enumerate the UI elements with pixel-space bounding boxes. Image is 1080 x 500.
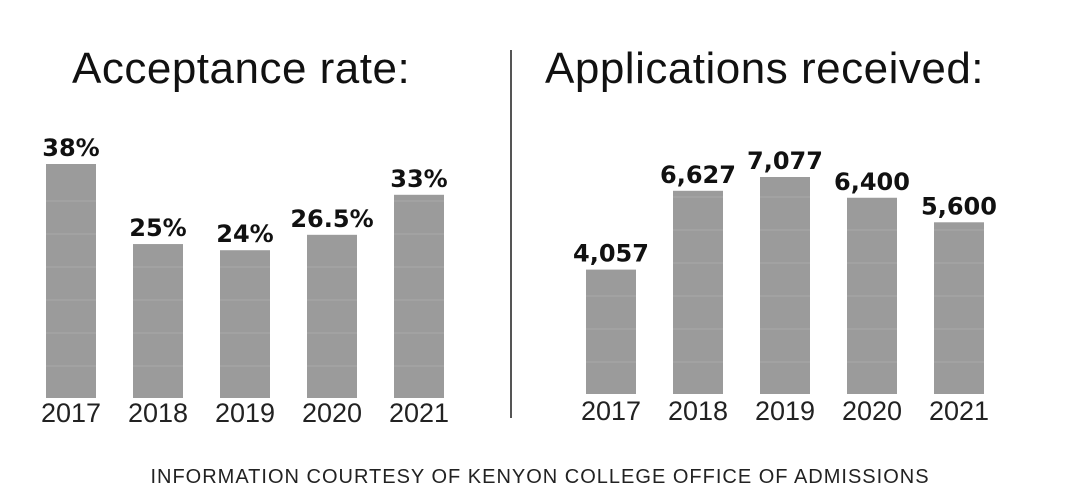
- source-credit: INFORMATION COURTESY OF KENYON COLLEGE O…: [150, 466, 930, 488]
- acceptance-year-tick: 2021: [389, 398, 449, 428]
- acceptance-value-label: 24%: [216, 220, 273, 248]
- applications-bar-2018: [673, 190, 723, 394]
- acceptance-rate-title: Acceptance rate:: [72, 44, 411, 93]
- acceptance-value-label: 25%: [129, 214, 186, 242]
- applications-value-label: 6,400: [834, 168, 910, 196]
- applications-year-tick: 2017: [581, 396, 641, 426]
- acceptance-year-tick: 2019: [215, 398, 275, 428]
- applications-received-title: Applications received:: [545, 44, 985, 93]
- applications-year-tick: 2021: [929, 396, 989, 426]
- acceptance-bar-2021: [394, 194, 444, 398]
- acceptance-bar-2018: [133, 244, 183, 398]
- applications-value-label: 4,057: [573, 240, 649, 268]
- applications-year-tick: 2019: [755, 396, 815, 426]
- acceptance-bar-2017: [46, 164, 96, 398]
- chart-divider: [510, 50, 512, 418]
- applications-bar-2017: [586, 269, 636, 394]
- applications-value-label: 5,600: [921, 192, 997, 220]
- applications-value-label: 6,627: [660, 161, 736, 189]
- applications-year-tick: 2018: [668, 396, 728, 426]
- acceptance-year-tick: 2017: [41, 398, 101, 428]
- acceptance-year-tick: 2020: [302, 398, 362, 428]
- applications-received-chart: 4,057 2017 6,627 2018 7,077 2019 6,400 2020 5,60…: [573, 147, 997, 426]
- acceptance-bar-2019: [220, 250, 270, 398]
- acceptance-bar-2020: [307, 234, 357, 398]
- applications-value-label: 7,077: [747, 147, 823, 175]
- applications-bar-2019: [760, 177, 810, 394]
- applications-year-tick: 2020: [842, 396, 902, 426]
- acceptance-rate-chart: 38% 2017 25% 2018 24% 2019 26.5% 2020 33% 2021: [41, 134, 449, 428]
- acceptance-value-label: 26.5%: [290, 205, 373, 233]
- acceptance-year-tick: 2018: [128, 398, 188, 428]
- acceptance-value-label: 38%: [42, 134, 99, 162]
- applications-bar-2021: [934, 222, 984, 394]
- acceptance-value-label: 33%: [390, 165, 447, 193]
